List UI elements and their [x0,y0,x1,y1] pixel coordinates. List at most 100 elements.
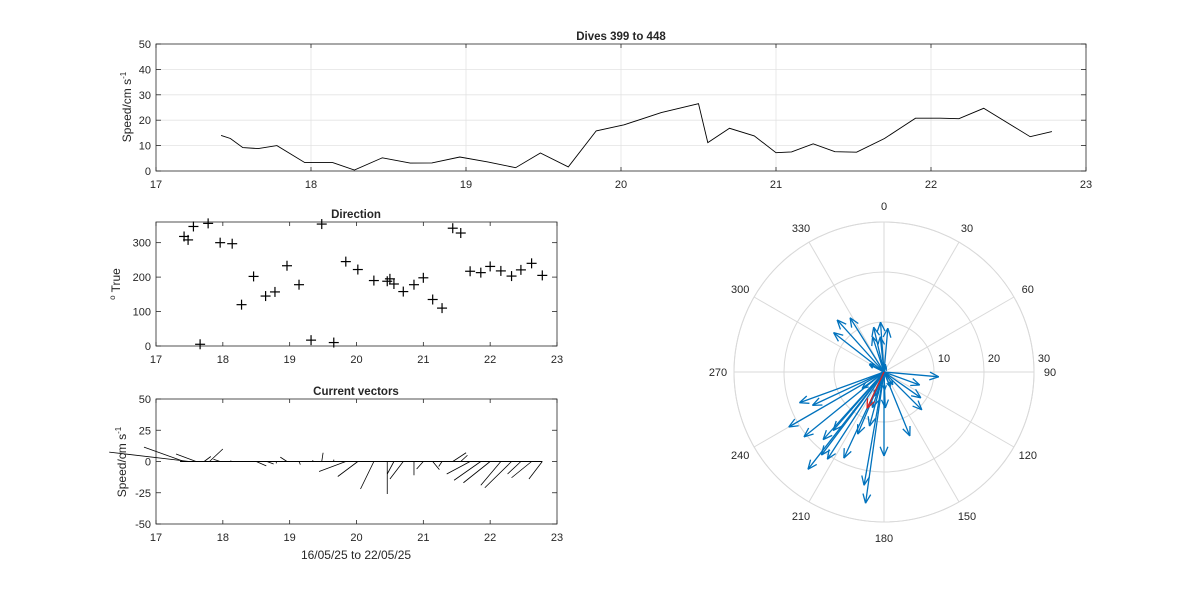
speed-panel-ytick-label: 0 [145,166,151,178]
vector-stick [280,456,288,462]
polar-theta-label: 330 [792,223,810,235]
direction-point [188,221,199,232]
speed-panel-ylabel-exponent: -1 [119,71,128,79]
vector-stick [416,461,424,470]
speed-panel-xtick-label: 17 [150,179,162,191]
direction-panel-frame [155,221,558,347]
direction-point [195,339,206,350]
direction-panel-xtick-label: 18 [217,354,229,366]
speed-panel-xtick-label: 18 [305,179,317,191]
polar-spoke [753,296,885,373]
polar-vector [788,371,885,428]
direction-panel-xtick-label: 20 [350,354,362,366]
vectors-panel-title: Current vectors [313,386,399,398]
direction-panel-ylabel: o True [108,268,123,300]
polar-spoke [883,371,960,503]
vector-stick [480,461,502,486]
vectors-panel-xtick-label: 22 [484,532,496,544]
speed-panel-ytick-label: 30 [139,90,151,102]
direction-point [316,219,327,230]
vectors-panel-xtick-label: 18 [217,532,229,544]
direction-point [227,238,238,249]
vectors-panel-ylabel: Speed/cm s-1 [114,426,129,497]
direction-point [526,258,537,269]
speed-panel-xtick-label: 22 [925,179,937,191]
vector-stick [463,461,491,484]
direction-point [215,237,226,248]
vectors-panel-ytick-label: -50 [135,519,151,531]
direction-panel-ytick-label: 0 [145,341,151,353]
direction-point [382,276,393,287]
polar-vector [871,336,885,373]
vector-sticks [109,446,543,494]
vectors-panel-ytick-label: -25 [135,488,151,500]
vector-stick [484,461,512,489]
direction-point [537,270,548,281]
speed-panel-ytick-label: 40 [139,64,151,76]
direction-point [269,286,280,297]
speed-panel-xtick-label: 23 [1080,179,1092,191]
direction-panel-ytick-label: 200 [133,272,151,284]
direction-point [437,303,448,314]
direction-point [183,234,194,245]
polar-theta-label: 180 [875,533,893,545]
direction-point [340,256,351,267]
direction-point [203,218,214,229]
polar-vector [883,371,921,387]
polar-vector [883,371,940,381]
direction-point [515,264,526,275]
polar-vector [862,371,885,504]
polar-vector [836,319,885,373]
polar-theta-label: 60 [1022,284,1034,296]
vector-stick [511,461,532,479]
direction-panel-ytick-label: 300 [133,238,151,250]
polar-vector [883,371,923,411]
polar-theta-label: 210 [792,511,810,523]
speed-panel-ylabel: Speed/cm s-1 [119,71,134,142]
vector-stick [386,461,395,475]
speed-panel-grid [156,44,1086,171]
direction-panel-ticks: 17 18 19 20 21 22 23 0 100 200 300 [133,222,563,366]
direction-point [427,294,438,305]
vectors-panel-xtick-label: 19 [284,532,296,544]
vector-stick [213,458,221,462]
direction-panel-ytick-label: 100 [133,307,151,319]
vector-stick [438,461,443,467]
vector-stick [321,452,324,462]
direction-panel-xtick-label: 23 [551,354,563,366]
polar-spoke [883,241,960,373]
direction-point [294,279,305,290]
polar-vector [883,371,922,399]
polar-vector [798,371,885,404]
speed-panel-xtick-label: 19 [460,179,472,191]
speed-panel-ylabel-text: Speed/cm s [120,79,134,142]
speed-panel-xtick-label: 21 [770,179,782,191]
vector-stick [389,461,404,480]
vector-stick [452,452,467,462]
polar-rtick-label: 30 [1038,353,1050,365]
direction-panel-xtick-label: 22 [484,354,496,366]
speed-panel-ytick-label: 20 [139,115,151,127]
polar-vector [849,317,885,373]
polar-spoke [883,371,1015,448]
vectors-panel-xtick-label: 23 [551,532,563,544]
polar-theta-label: 90 [1044,367,1056,379]
polar-spoke [808,371,885,503]
direction-point [384,273,395,284]
direction-point [475,267,486,278]
vectors-panel-xtick-label: 17 [150,532,162,544]
polar-rtick-label: 20 [988,353,1000,365]
vector-stick [432,461,440,470]
direction-point [398,286,409,297]
speed-panel-xtick-label: 20 [615,179,627,191]
direction-marks [179,218,548,350]
vectors-panel-ylabel-text: Speed/cm s [115,434,129,497]
polar-spoke [883,296,1015,373]
vector-stick [337,461,359,477]
polar-spoke [808,241,885,373]
polar-theta-label: 30 [961,223,973,235]
polar-theta-label: 300 [731,284,749,296]
vector-stick [446,461,471,475]
direction-point [260,291,271,302]
